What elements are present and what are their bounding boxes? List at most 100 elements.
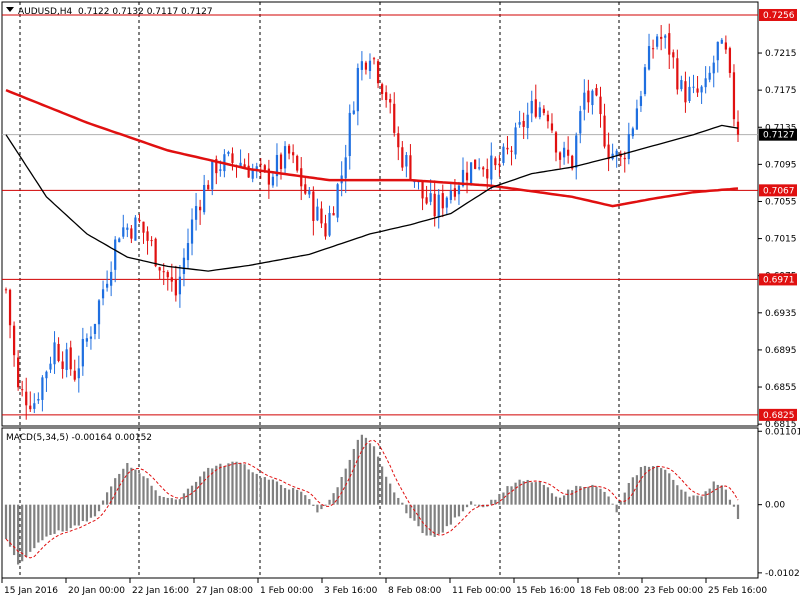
macd-bar — [126, 463, 129, 505]
chart-ohlc: 0.7122 0.7132 0.7117 0.7127 — [78, 7, 213, 17]
time-tick-label: 3 Feb 16:00 — [324, 586, 378, 596]
candle — [591, 89, 594, 115]
candle — [720, 37, 723, 44]
macd-bar — [579, 486, 582, 505]
macd-bar — [158, 495, 161, 505]
level-marker — [759, 8, 797, 21]
time-tick-label: 8 Feb 08:00 — [388, 586, 442, 596]
candle — [178, 265, 182, 308]
macd-histogram — [4, 434, 740, 565]
candle — [186, 228, 190, 269]
macd-bar — [554, 496, 558, 505]
macd-bar — [716, 484, 719, 505]
macd-bar — [615, 504, 618, 513]
current-price-label: 0.7127 — [763, 131, 795, 141]
candle — [635, 99, 639, 130]
macd-bar — [57, 504, 60, 531]
macd-bar — [437, 504, 440, 535]
candle — [700, 85, 703, 104]
candle — [130, 225, 133, 244]
macd-bar — [433, 504, 436, 537]
macd-bar — [166, 497, 169, 505]
candle — [348, 104, 351, 170]
candle — [445, 196, 448, 215]
macd-bar — [283, 488, 287, 505]
candle — [368, 53, 372, 79]
macd-bar — [340, 476, 343, 505]
candle — [239, 149, 242, 169]
candle — [89, 326, 93, 350]
macd-bar — [571, 490, 574, 505]
candle — [150, 236, 153, 247]
macd-bar — [97, 504, 101, 512]
macd-bar — [546, 487, 550, 505]
macd-bar — [376, 456, 380, 505]
macd-bar — [425, 504, 428, 536]
candle — [575, 132, 578, 180]
macd-bar — [469, 501, 473, 505]
macd-bar — [251, 472, 254, 505]
candle — [57, 337, 60, 363]
macd-bar — [643, 465, 647, 505]
macd-bar — [356, 439, 359, 505]
chart-menu-triangle-icon[interactable] — [6, 7, 14, 12]
macd-bar — [130, 467, 133, 505]
macd-bar — [85, 504, 88, 522]
macd-bar — [360, 434, 364, 505]
candle — [207, 180, 210, 190]
macd-bar — [712, 481, 715, 505]
candle — [324, 214, 327, 240]
candle — [571, 154, 574, 171]
macd-bar — [239, 463, 242, 505]
macd-bar — [672, 479, 675, 505]
candle — [478, 158, 481, 171]
candle — [85, 333, 88, 347]
macd-bar — [235, 461, 238, 505]
candle — [449, 183, 452, 204]
candle — [708, 66, 711, 83]
price-axis: 0.7215 0.7175 0.7135 0.7095 0.7055 0.7015 0.69… — [758, 8, 797, 430]
macd-bar — [736, 504, 740, 520]
macd-bar — [12, 504, 16, 556]
macd-bar — [324, 504, 327, 506]
candle — [647, 33, 651, 71]
macd-tick-label: 0.00 — [765, 501, 785, 511]
macd-bar — [607, 496, 610, 505]
candle — [93, 323, 97, 340]
candle — [332, 206, 335, 216]
macd-bar — [498, 493, 501, 505]
candle — [579, 105, 582, 144]
candle — [393, 92, 396, 137]
time-tick-label: 1 Feb 00:00 — [260, 586, 314, 596]
candle — [712, 55, 715, 88]
level-marker-label: 0.6825 — [763, 411, 795, 421]
candle — [409, 144, 412, 182]
candle — [429, 179, 432, 206]
candle — [401, 141, 404, 171]
candle — [271, 172, 275, 188]
candle — [660, 25, 663, 51]
candle — [732, 64, 736, 127]
candle — [465, 161, 469, 194]
candle — [243, 158, 246, 168]
macd-bar — [118, 473, 121, 505]
candle — [146, 226, 149, 255]
candle — [279, 152, 283, 180]
macd-bar — [348, 459, 351, 505]
macd-bar — [182, 493, 186, 505]
macd-bar — [308, 499, 311, 505]
candle — [21, 380, 24, 397]
macd-bar — [154, 490, 157, 505]
candle — [676, 49, 679, 95]
macd-signal-line — [5, 439, 739, 559]
candle — [97, 299, 101, 339]
candle — [154, 237, 157, 268]
macd-bar — [219, 463, 222, 505]
candle — [360, 51, 364, 81]
macd-bar — [21, 504, 24, 562]
candle — [506, 135, 509, 155]
candle — [61, 351, 64, 379]
candle — [105, 270, 109, 292]
candle — [425, 185, 428, 205]
macd-bar — [259, 477, 262, 505]
